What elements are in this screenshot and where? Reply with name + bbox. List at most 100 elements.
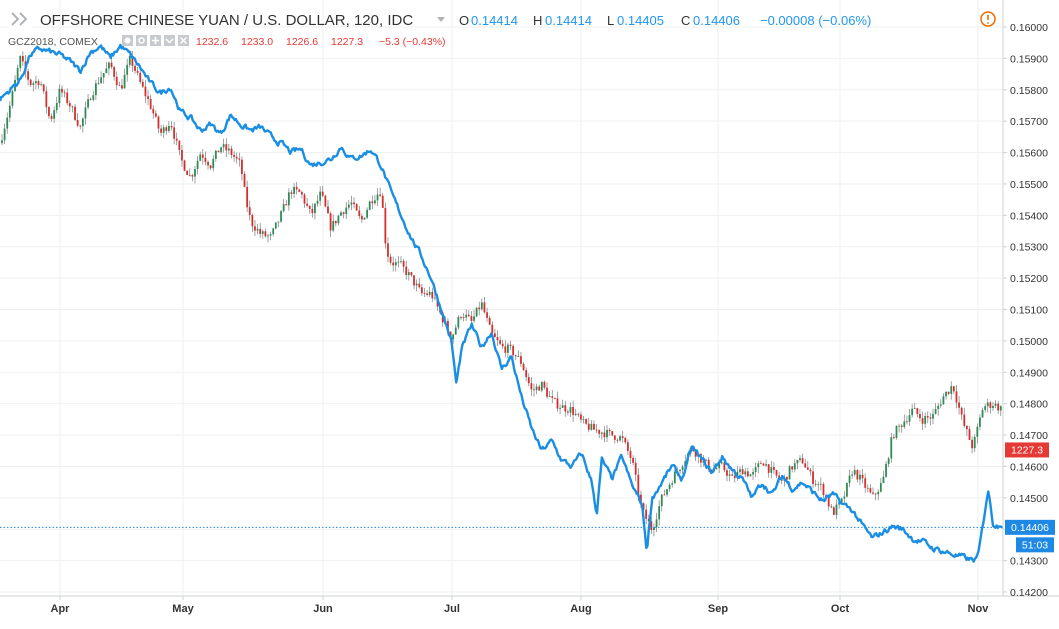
gold-candle-body (916, 408, 919, 415)
warning-icon[interactable] (980, 11, 996, 27)
gold-candle-body (681, 466, 684, 470)
overlay-controls[interactable] (122, 35, 189, 46)
gold-candle-body (499, 340, 501, 344)
gold-candle-body (546, 387, 548, 397)
current-price-tag-text: 0.14406 (1011, 522, 1049, 534)
gold-candle-body (859, 474, 861, 480)
gold-candle-body (877, 491, 880, 495)
gold-candle-body (994, 403, 997, 406)
gold-candle-body (595, 429, 598, 431)
gold-candle-body (254, 226, 256, 231)
gold-candle-body (762, 463, 765, 466)
gold-candle-body (525, 370, 528, 378)
close-label: C (681, 13, 690, 28)
gold-candle-body (227, 148, 230, 151)
gold-candle-body (663, 494, 666, 496)
gold-candle-body (906, 421, 908, 423)
gold-candle-body (548, 396, 551, 398)
price-axis[interactable]: 0.16000 0.15900 0.15800 0.15700 0.15600 0.155… (1003, 22, 1048, 599)
gold-candle-body (381, 195, 384, 208)
gold-candle-body (81, 118, 84, 127)
gold-candle-body (407, 272, 410, 276)
gold-candle-body (895, 425, 898, 438)
gold-candle-body (757, 463, 760, 468)
gold-candle-body (887, 458, 890, 464)
gold-candle-body (538, 386, 541, 391)
gold-candle-body (522, 363, 525, 371)
gold-candle-body (574, 413, 577, 415)
gold-candle-body (84, 107, 87, 119)
gold-candle-body (154, 113, 157, 117)
gold-candle-body (530, 383, 533, 390)
collapse-button[interactable] (7, 9, 33, 29)
gold-candle-body (345, 207, 348, 215)
settings-icon[interactable] (136, 35, 147, 46)
x-tick-label: Nov (968, 603, 990, 615)
gold-candle-body (108, 62, 110, 69)
gold-candle-body (754, 467, 757, 473)
gold-candle-body (624, 437, 627, 443)
gold-candle-body (846, 482, 848, 497)
gold-candle-body (759, 463, 762, 465)
gold-candle-body (329, 213, 332, 231)
x-tick-label: May (172, 603, 194, 615)
gold-candle-body (809, 469, 812, 472)
gold-candle-body (765, 464, 767, 466)
gold-candle-body (572, 407, 575, 415)
close-value: 0.14406 (693, 13, 740, 28)
gold-candle-body (110, 62, 113, 68)
gold-candle-body (955, 391, 958, 403)
gold-candle-body (731, 474, 734, 476)
gold-candle-body (3, 128, 6, 141)
dropdown-caret-icon[interactable] (437, 17, 445, 22)
time-axis[interactable]: Apr May Jun Jul Aug Sep Oct Nov (51, 596, 990, 615)
gold-candle-body (952, 386, 955, 392)
gold-candle-body (45, 91, 48, 108)
gold-candle-body (924, 416, 927, 424)
gold-candle-body (355, 204, 358, 211)
gold-candle-body (473, 316, 475, 321)
gold-candle-body (63, 92, 66, 94)
main-legend: OFFSHORE CHINESE YUAN / U.S. DOLLAR, 120… (7, 9, 871, 29)
y-tick-label: 0.14600 (1010, 461, 1048, 473)
gold-candle-body (402, 261, 405, 267)
gold-candle-body (965, 425, 968, 430)
gold-candle-body (149, 98, 152, 109)
gold-candle-body (744, 471, 747, 475)
open-value: 0.14414 (471, 13, 518, 28)
gold-candle-body (608, 429, 611, 432)
gold-candle-body (168, 125, 170, 131)
gold-candle-body (752, 472, 754, 475)
gold-candle-body (989, 402, 992, 408)
gold-candle-body (655, 519, 658, 528)
more-icon[interactable] (164, 35, 175, 46)
y-tick-label: 0.14900 (1010, 367, 1048, 379)
y-tick-label: 0.16000 (1010, 22, 1048, 34)
gold-candle-body (981, 409, 984, 418)
gold-candle-body (139, 72, 142, 82)
gold-candle-body (861, 474, 864, 479)
gold-candle-body (121, 85, 123, 89)
gold-candle-body (188, 174, 191, 176)
gold-candle-body (872, 492, 874, 494)
gold-candle-body (582, 419, 585, 420)
gold-candle-body (775, 470, 778, 476)
gold-candle-body (976, 426, 979, 437)
cnh-line-layer (0, 43, 1004, 563)
gold-candle-body (374, 200, 376, 204)
gold-candle-body (379, 194, 382, 196)
gold-candle-body (488, 317, 491, 325)
gold-candle-body (217, 150, 220, 153)
gold-candle-body (580, 414, 582, 420)
gold-candle-body (113, 67, 116, 77)
gold-candle-body (467, 314, 470, 317)
gold-candle-body (746, 471, 749, 477)
gold-candle-body (387, 243, 389, 257)
gold-candle-body (577, 413, 580, 415)
gold-candle-body (590, 423, 593, 430)
gold-candle-body (960, 407, 963, 415)
gold-candle-body (804, 463, 807, 468)
